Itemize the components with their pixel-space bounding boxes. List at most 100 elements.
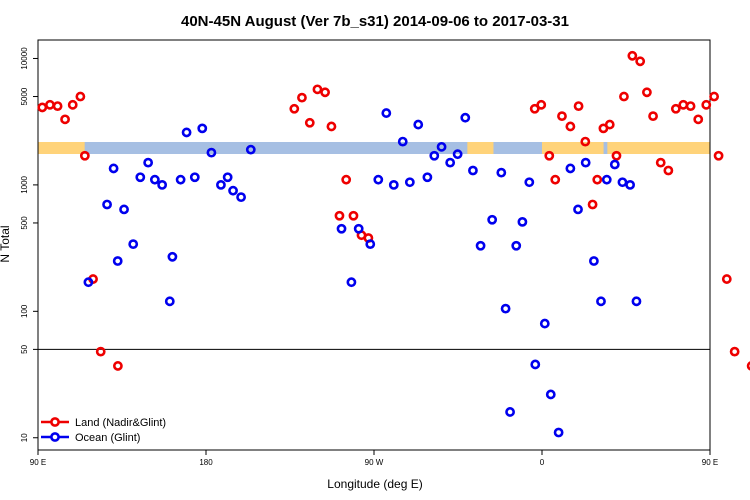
data-point [365,239,376,250]
data-point [530,359,541,370]
data-point [588,256,599,266]
data-point [517,216,528,227]
data-point [181,127,192,138]
data-point [222,172,233,183]
data-point [336,223,347,234]
data-point [619,91,629,102]
data-point [544,150,555,161]
data-point [713,150,724,161]
data-point [95,346,106,357]
data-points [37,50,750,438]
data-point [709,91,720,102]
data-point [297,92,307,103]
data-point [75,91,86,102]
data-point [611,150,622,161]
data-point [511,240,522,251]
data-point [353,223,364,234]
y-tick-label: 500 [20,216,29,230]
data-point [149,174,160,185]
data-point [334,210,345,221]
data-point [663,165,674,176]
axes: 90 E 180 90 W 0 90 E 10 50 100 500 1000 5000 10000 [20,39,718,467]
data-point [436,141,447,152]
data-point [550,174,561,185]
data-point [678,99,689,110]
data-point [529,103,540,114]
x-axis-label: Longitude (deg E) [327,477,422,491]
chart-title: 40N-45N August (Ver 7b_s31) 2014-09-06 t… [181,13,569,30]
data-point [167,251,178,262]
data-point [128,239,139,250]
x-tick-label: 90 E [702,458,718,467]
series-ocean [83,108,642,438]
data-point [404,177,415,188]
series-land [37,50,750,371]
data-point [631,296,642,307]
data-point [445,157,456,168]
data-point [685,101,696,112]
data-point [617,177,628,188]
data-point [304,117,315,128]
data-point [429,150,440,161]
data-point [729,346,740,357]
y-axis-label: N Total [0,225,12,262]
data-point [422,172,433,183]
x-tick-label: 90 E [30,458,46,467]
land-ocean-strip [38,142,710,154]
data-point [341,174,352,185]
data-point [580,157,591,168]
data-point [112,361,123,371]
data-point [45,99,55,110]
data-point [60,114,70,125]
data-point [475,240,486,251]
data-point [625,179,636,190]
data-point [164,296,175,307]
data-point [175,174,186,185]
data-point [348,210,359,221]
data-point [37,102,48,113]
data-point [746,361,750,371]
x-tick-label: 180 [199,458,213,467]
data-point [79,150,90,161]
data-point [108,163,119,174]
y-tick-label: 50 [20,344,29,353]
data-point [592,174,603,185]
data-point [228,185,238,196]
data-point [496,167,507,178]
y-tick-label: 100 [20,304,29,318]
data-point [67,99,78,110]
data-point [539,318,550,329]
data-point [635,56,646,67]
data-point [642,87,652,98]
y-tick-label: 10000 [20,47,29,70]
x-tick-label: 0 [540,458,545,467]
data-point [468,165,478,176]
data-point [596,296,606,307]
data-point [216,179,226,190]
data-point [627,50,638,61]
legend: Land (Nadir&Glint) Ocean (Glint) [41,417,166,444]
data-point [289,103,300,114]
data-point [565,121,576,132]
data-point [326,121,337,132]
data-point [655,157,666,168]
data-point [601,174,612,185]
data-point [245,144,256,155]
data-point [157,179,168,190]
data-point [206,147,217,158]
data-point [189,172,200,183]
data-point [536,99,547,110]
data-point [346,277,357,288]
data-point [573,101,584,112]
data-point [587,199,598,210]
data-point [413,119,424,130]
y-tick-label: 1000 [20,175,29,193]
data-point [604,119,615,130]
x-tick-label: 90 W [365,458,384,467]
y-tick-label: 5000 [20,87,29,105]
data-point [320,87,330,98]
data-point [197,123,208,134]
data-point [143,157,154,168]
data-point [460,112,471,123]
